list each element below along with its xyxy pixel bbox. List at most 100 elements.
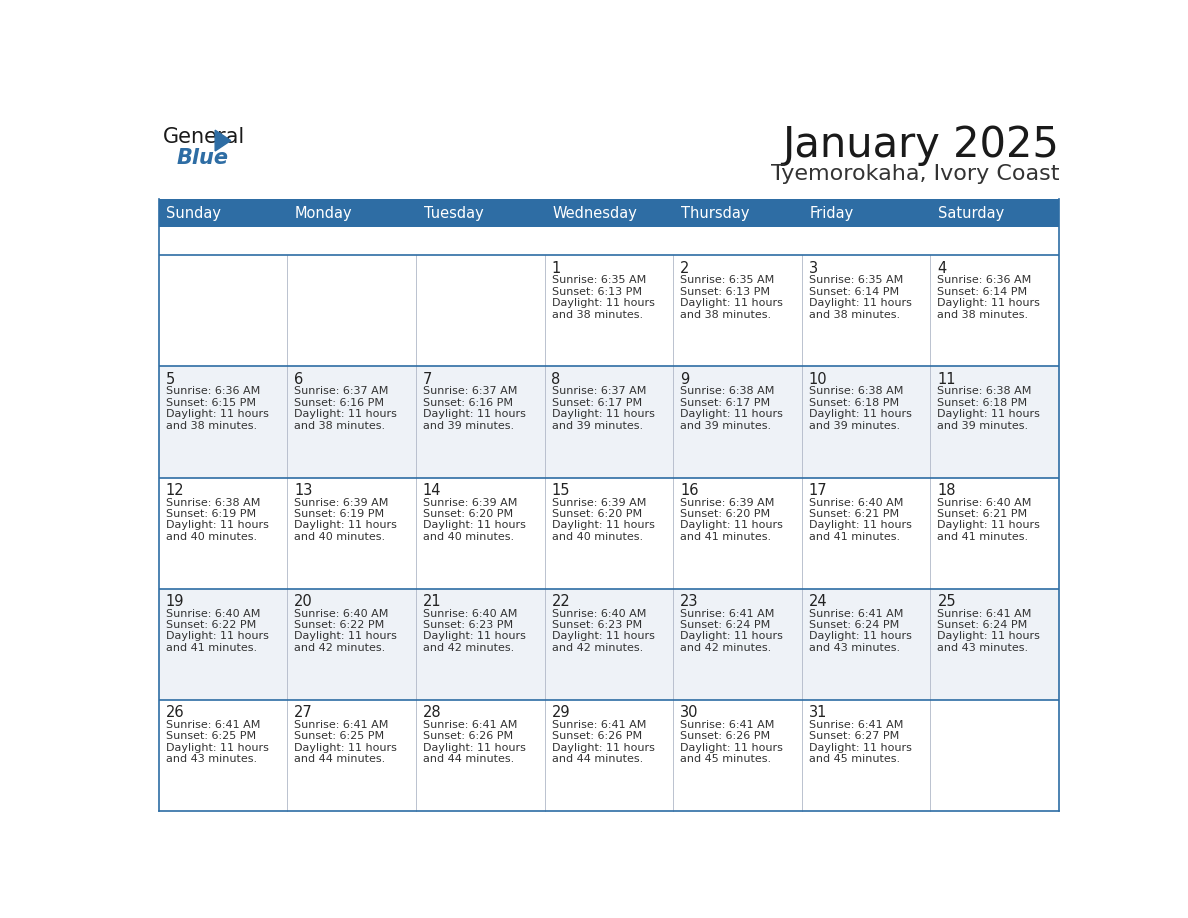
Text: 18: 18: [937, 483, 956, 498]
Text: Sunrise: 6:41 AM: Sunrise: 6:41 AM: [681, 720, 775, 730]
Text: 31: 31: [809, 705, 827, 720]
Text: Sunrise: 6:39 AM: Sunrise: 6:39 AM: [295, 498, 388, 508]
Text: Sunrise: 6:36 AM: Sunrise: 6:36 AM: [165, 386, 260, 397]
Text: 13: 13: [295, 483, 312, 498]
Text: and 41 minutes.: and 41 minutes.: [681, 532, 771, 542]
Text: 10: 10: [809, 372, 827, 386]
Text: Sunrise: 6:35 AM: Sunrise: 6:35 AM: [551, 275, 646, 285]
Text: Daylight: 11 hours: Daylight: 11 hours: [295, 632, 397, 642]
Bar: [674, 366, 802, 477]
Text: Daylight: 11 hours: Daylight: 11 hours: [423, 743, 526, 753]
Text: Sunrise: 6:40 AM: Sunrise: 6:40 AM: [551, 609, 646, 619]
Text: Sunset: 6:18 PM: Sunset: 6:18 PM: [809, 397, 899, 408]
Text: Wednesday: Wednesday: [552, 206, 637, 220]
Text: 29: 29: [551, 705, 570, 720]
Text: Sunset: 6:26 PM: Sunset: 6:26 PM: [551, 731, 642, 741]
Text: Friday: Friday: [809, 206, 854, 220]
Text: 4: 4: [937, 261, 947, 275]
Text: Sunset: 6:24 PM: Sunset: 6:24 PM: [937, 620, 1028, 630]
Text: Sunset: 6:24 PM: Sunset: 6:24 PM: [681, 620, 770, 630]
Text: Blue: Blue: [177, 148, 229, 168]
Text: and 39 minutes.: and 39 minutes.: [809, 420, 901, 431]
Text: Sunrise: 6:37 AM: Sunrise: 6:37 AM: [551, 386, 646, 397]
Text: Sunset: 6:17 PM: Sunset: 6:17 PM: [681, 397, 770, 408]
Bar: [674, 477, 802, 588]
Bar: [930, 700, 1060, 811]
Text: 27: 27: [295, 705, 312, 720]
Text: and 41 minutes.: and 41 minutes.: [937, 532, 1029, 542]
Text: Sunset: 6:25 PM: Sunset: 6:25 PM: [295, 731, 385, 741]
Text: and 38 minutes.: and 38 minutes.: [809, 309, 901, 319]
Bar: [416, 700, 544, 811]
Bar: [802, 588, 930, 700]
Text: 30: 30: [681, 705, 699, 720]
Text: and 41 minutes.: and 41 minutes.: [165, 643, 257, 653]
Text: Monday: Monday: [295, 206, 353, 220]
Bar: [802, 700, 930, 811]
Text: Daylight: 11 hours: Daylight: 11 hours: [681, 298, 783, 308]
Text: and 43 minutes.: and 43 minutes.: [809, 643, 901, 653]
Text: Sunset: 6:14 PM: Sunset: 6:14 PM: [937, 286, 1028, 297]
Text: Sunset: 6:26 PM: Sunset: 6:26 PM: [423, 731, 513, 741]
Text: 15: 15: [551, 483, 570, 498]
Text: Sunrise: 6:40 AM: Sunrise: 6:40 AM: [165, 609, 260, 619]
Text: 24: 24: [809, 594, 827, 609]
Text: Sunrise: 6:36 AM: Sunrise: 6:36 AM: [937, 275, 1031, 285]
Text: 9: 9: [681, 372, 689, 386]
Text: Sunset: 6:20 PM: Sunset: 6:20 PM: [681, 509, 770, 519]
Bar: [802, 255, 930, 366]
Bar: [544, 366, 674, 477]
Text: Sunset: 6:23 PM: Sunset: 6:23 PM: [423, 620, 513, 630]
Text: and 38 minutes.: and 38 minutes.: [681, 309, 771, 319]
Text: 8: 8: [551, 372, 561, 386]
Text: and 39 minutes.: and 39 minutes.: [551, 420, 643, 431]
Text: Daylight: 11 hours: Daylight: 11 hours: [937, 632, 1041, 642]
Bar: [158, 199, 1060, 227]
Text: Sunset: 6:26 PM: Sunset: 6:26 PM: [681, 731, 770, 741]
Text: Sunrise: 6:38 AM: Sunrise: 6:38 AM: [809, 386, 903, 397]
Text: Daylight: 11 hours: Daylight: 11 hours: [423, 409, 526, 420]
Text: and 39 minutes.: and 39 minutes.: [681, 420, 771, 431]
Text: Daylight: 11 hours: Daylight: 11 hours: [551, 743, 655, 753]
Text: and 38 minutes.: and 38 minutes.: [551, 309, 643, 319]
Bar: [158, 588, 287, 700]
Text: and 42 minutes.: and 42 minutes.: [295, 643, 385, 653]
Text: and 44 minutes.: and 44 minutes.: [295, 754, 385, 764]
Text: Sunrise: 6:41 AM: Sunrise: 6:41 AM: [165, 720, 260, 730]
Text: Daylight: 11 hours: Daylight: 11 hours: [551, 521, 655, 531]
Text: Sunrise: 6:41 AM: Sunrise: 6:41 AM: [809, 720, 903, 730]
Text: Sunset: 6:25 PM: Sunset: 6:25 PM: [165, 731, 255, 741]
Text: Sunrise: 6:37 AM: Sunrise: 6:37 AM: [423, 386, 517, 397]
Text: 21: 21: [423, 594, 442, 609]
Bar: [287, 477, 416, 588]
Bar: [287, 366, 416, 477]
Text: Sunrise: 6:37 AM: Sunrise: 6:37 AM: [295, 386, 388, 397]
Text: Sunrise: 6:40 AM: Sunrise: 6:40 AM: [809, 498, 903, 508]
Bar: [416, 477, 544, 588]
Text: and 45 minutes.: and 45 minutes.: [809, 754, 901, 764]
Text: Sunrise: 6:41 AM: Sunrise: 6:41 AM: [295, 720, 388, 730]
Text: and 43 minutes.: and 43 minutes.: [165, 754, 257, 764]
Text: Sunset: 6:21 PM: Sunset: 6:21 PM: [809, 509, 899, 519]
Text: Sunset: 6:16 PM: Sunset: 6:16 PM: [295, 397, 384, 408]
Text: Daylight: 11 hours: Daylight: 11 hours: [295, 743, 397, 753]
Text: Sunset: 6:18 PM: Sunset: 6:18 PM: [937, 397, 1028, 408]
Text: Sunset: 6:24 PM: Sunset: 6:24 PM: [809, 620, 899, 630]
Text: and 44 minutes.: and 44 minutes.: [551, 754, 643, 764]
Text: Sunset: 6:19 PM: Sunset: 6:19 PM: [165, 509, 255, 519]
Bar: [158, 477, 287, 588]
Text: and 42 minutes.: and 42 minutes.: [423, 643, 514, 653]
Bar: [544, 588, 674, 700]
Text: Sunrise: 6:41 AM: Sunrise: 6:41 AM: [681, 609, 775, 619]
Text: Sunset: 6:20 PM: Sunset: 6:20 PM: [423, 509, 513, 519]
Text: Thursday: Thursday: [681, 206, 750, 220]
Text: Saturday: Saturday: [939, 206, 1005, 220]
Text: Sunrise: 6:40 AM: Sunrise: 6:40 AM: [937, 498, 1032, 508]
Text: Daylight: 11 hours: Daylight: 11 hours: [423, 521, 526, 531]
Bar: [287, 255, 416, 366]
Bar: [158, 255, 287, 366]
Text: 2: 2: [681, 261, 689, 275]
Text: Daylight: 11 hours: Daylight: 11 hours: [937, 521, 1041, 531]
Text: Sunset: 6:17 PM: Sunset: 6:17 PM: [551, 397, 642, 408]
Text: and 40 minutes.: and 40 minutes.: [423, 532, 514, 542]
